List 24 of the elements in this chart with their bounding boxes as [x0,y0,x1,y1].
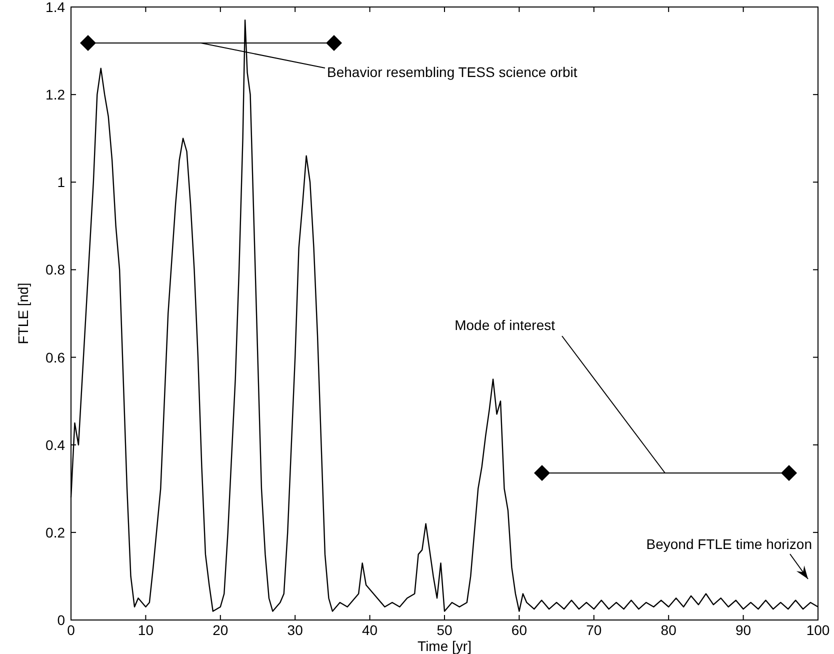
y-tick-label: 1.4 [46,0,66,15]
x-tick-label: 20 [212,622,228,638]
y-tick-label: 1.2 [46,86,66,103]
x-tick-label: 0 [67,622,76,638]
y-tick-label: 0.6 [46,349,66,366]
y-axis-title: FTLE [nd] [15,282,31,344]
x-tick-label: 100 [806,622,830,638]
x-tick-label: 60 [511,622,528,638]
y-tick-label: 0.2 [46,524,66,540]
x-tick-label: 50 [436,622,452,638]
x-tick-label: 10 [138,622,154,638]
y-tick-label: 0.4 [46,436,66,453]
y-tick-label: 1 [57,174,66,190]
x-tick-label: 40 [362,622,378,638]
x-tick-label: 90 [736,622,752,638]
annotation: Beyond FTLE time horizon [646,536,812,552]
x-tick-label: 80 [660,622,677,638]
y-tick-label: 0.8 [46,262,66,278]
x-tick-label: 30 [287,622,304,638]
x-tick-label: 70 [586,622,602,638]
y-tick-label: 0 [57,612,66,628]
x-axis-title: Time [yr] [418,638,472,654]
annotation: Behavior resembling TESS science orbit [327,64,578,80]
annotation: Mode of interest [454,317,556,333]
